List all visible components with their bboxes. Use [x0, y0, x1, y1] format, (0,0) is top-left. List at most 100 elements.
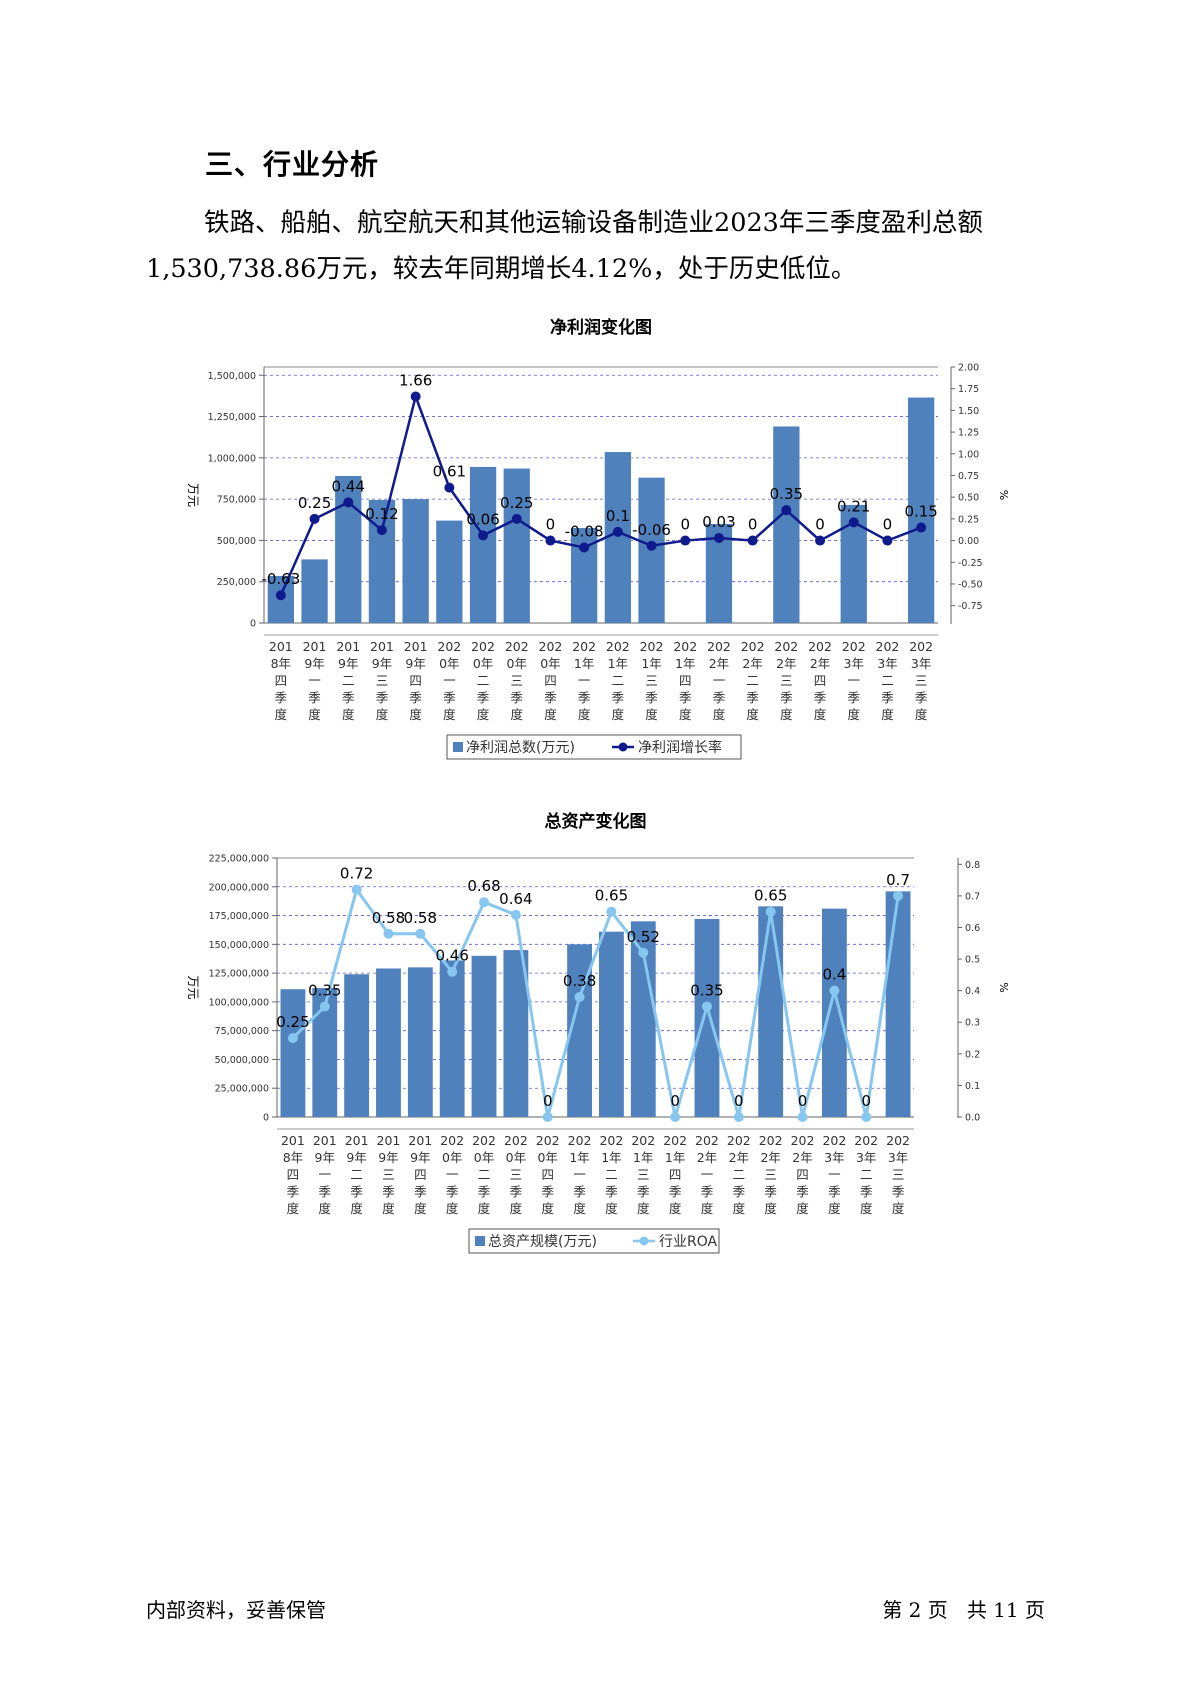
- x-tick-label: 度: [478, 1201, 491, 1216]
- x-tick-label: 四: [275, 673, 288, 688]
- y2-tick-label: 0.75: [958, 471, 979, 482]
- line-point: [542, 1112, 553, 1122]
- x-tick-label: 一: [847, 673, 860, 688]
- x-tick-label: 9年: [304, 656, 324, 671]
- data-label: 0.58: [372, 909, 405, 927]
- net-profit-chart-svg: 净利润变化图 0 250,000 500,000 750,000 1,000,000 1,2…: [186, 317, 1010, 760]
- x-tick-label: 202: [437, 639, 461, 654]
- y2-tick-label: 1.00: [958, 449, 979, 460]
- footer-page-number: 第 2 页 共 11 页: [882, 1598, 1045, 1622]
- x-tick-label: 2年: [697, 1150, 717, 1165]
- line-point: [376, 525, 387, 536]
- data-label: 0.06: [466, 510, 499, 528]
- y-tick-label: 0: [250, 619, 256, 630]
- x-tick-label: 3年: [856, 1150, 876, 1165]
- x-tick-label: 2年: [792, 1150, 812, 1165]
- x-tick-label: 1年: [608, 656, 628, 671]
- bar: [694, 919, 720, 1117]
- x-tick-label: 9年: [346, 1150, 366, 1165]
- x-tick-label: 季: [319, 1184, 332, 1199]
- legend-box: [468, 1228, 720, 1254]
- x-tick-label: 四: [796, 1167, 809, 1182]
- bar: [376, 968, 401, 1117]
- y-tick-label: 500,000: [217, 536, 256, 547]
- bar: [503, 468, 530, 623]
- x-tick-label: 三: [382, 1167, 395, 1182]
- y2-tick-label: 0.3: [965, 1018, 980, 1029]
- bar: [439, 960, 465, 1117]
- y-tick-label: 0: [263, 1113, 269, 1124]
- x-tick-label: 0年: [537, 1150, 557, 1165]
- data-label: 0: [748, 516, 758, 534]
- x-tick-label: 度: [605, 1201, 618, 1216]
- x-tick-label: 季: [713, 690, 726, 705]
- x-tick-label: 202: [854, 1133, 878, 1148]
- x-tick-label: 0年: [474, 1150, 494, 1165]
- x-tick-label: 201: [313, 1133, 337, 1148]
- y-tick-label: 150,000,000: [209, 940, 269, 951]
- x-tick-label: 季: [915, 690, 928, 705]
- bar: [885, 891, 911, 1117]
- x-tick-label: 季: [275, 690, 288, 705]
- line-point: [579, 542, 590, 553]
- y2-tick-label: 1.75: [958, 384, 979, 395]
- x-tick-label: 度: [510, 1201, 523, 1216]
- x-tick-label: 季: [637, 1184, 650, 1199]
- section-heading: 三、行业分析: [205, 148, 380, 181]
- data-label: 0.58: [404, 909, 437, 927]
- x-tick-label: 三: [637, 1167, 650, 1182]
- line-point: [343, 497, 354, 508]
- x-tick-label: 四: [414, 1167, 427, 1182]
- x-tick-label: 202: [876, 639, 900, 654]
- x-tick-label: 201: [377, 1133, 401, 1148]
- data-label: 0: [734, 1092, 744, 1110]
- x-tick-label: 201: [404, 639, 428, 654]
- x-tick-label: 三: [764, 1167, 777, 1182]
- line-point: [893, 890, 904, 901]
- x-tick-label: 2年: [742, 656, 762, 671]
- x-tick-label: 3年: [824, 1150, 844, 1165]
- x-tick-label: 202: [886, 1133, 910, 1148]
- x-tick-label: 一: [578, 673, 591, 688]
- x-tick-label: 度: [287, 1201, 300, 1216]
- x-tick-label: 3年: [877, 656, 897, 671]
- x-tick-label: 202: [774, 639, 798, 654]
- x-tick-label: 0年: [442, 1150, 462, 1165]
- x-tick-label: 季: [446, 1184, 459, 1199]
- x-tick-label: 二: [605, 1167, 618, 1182]
- x-tick-label: 度: [409, 707, 422, 722]
- x-tick-label: 0年: [473, 656, 493, 671]
- x-tick-label: 9年: [372, 656, 392, 671]
- x-tick-label: 三: [510, 1167, 523, 1182]
- x-tick-label: 季: [541, 1184, 554, 1199]
- x-tick-label: 季: [605, 1184, 618, 1199]
- x-tick-label: 二: [350, 1167, 363, 1182]
- y-tick-label: 50,000,000: [215, 1055, 269, 1066]
- bar: [908, 397, 935, 623]
- footer-confidential-note: 内部资料，妥善保管: [146, 1598, 326, 1622]
- x-tick-label: 度: [382, 1201, 395, 1216]
- x-tick-label: 度: [733, 1201, 746, 1216]
- x-tick-label: 度: [915, 707, 928, 722]
- x-tick-label: 二: [746, 673, 759, 688]
- x-tick-label: 季: [701, 1184, 714, 1199]
- x-tick-label: 3年: [844, 656, 864, 671]
- x-tick-label: 0年: [439, 656, 459, 671]
- total-assets-chart: 总资产变化图 0 25,000,000 50,000,000 75,000,000 100…: [0, 805, 1191, 1265]
- line-point: [511, 513, 522, 524]
- x-tick-label: 202: [606, 639, 630, 654]
- x-tick-label: 201: [303, 639, 327, 654]
- y2-tick-label: -0.75: [958, 601, 983, 612]
- data-label: 0: [670, 1092, 680, 1110]
- line-point: [510, 909, 521, 920]
- x-tick-label: 9年: [410, 1150, 430, 1165]
- x-tick-label: 1年: [601, 1150, 621, 1165]
- data-label: 0.65: [754, 887, 787, 905]
- x-tick-label: 季: [814, 690, 827, 705]
- x-tick-label: 202: [673, 639, 697, 654]
- x-tick-label: 度: [275, 707, 288, 722]
- x-tick-label: 1年: [574, 656, 594, 671]
- x-tick-label: 1年: [569, 1150, 589, 1165]
- y-tick-label: 1,500,000: [208, 371, 256, 382]
- data-label: 0.46: [435, 947, 468, 965]
